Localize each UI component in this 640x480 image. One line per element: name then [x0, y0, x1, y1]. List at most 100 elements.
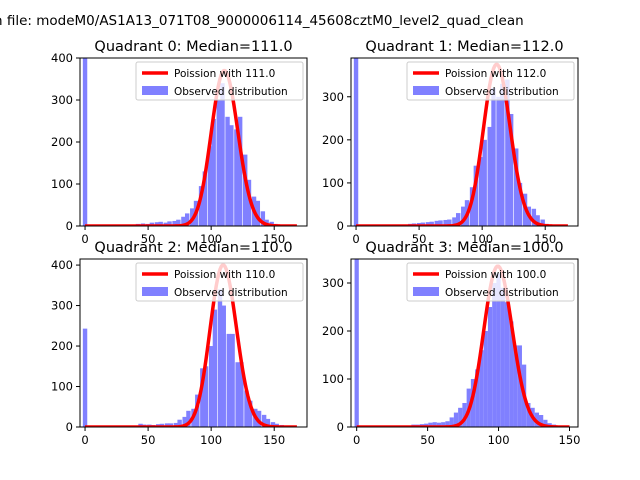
histogram-bar	[483, 331, 488, 427]
histogram-bar	[504, 302, 510, 427]
histogram-bar	[200, 368, 205, 427]
poisson-curve	[356, 264, 570, 427]
histogram-bar	[229, 125, 234, 226]
x-tick-label: 0	[352, 232, 359, 246]
x-tick-label: 150	[263, 232, 285, 246]
axes-frame	[350, 258, 579, 428]
x-tick-label: 50	[141, 433, 156, 447]
histogram-bar	[492, 283, 497, 427]
histogram-bar	[445, 421, 450, 427]
histogram-bar	[452, 217, 457, 226]
histogram-bar	[482, 139, 487, 226]
histogram-bar	[256, 410, 262, 427]
histogram-bar	[173, 422, 179, 427]
histogram-bar	[438, 220, 443, 226]
subplot-quadrant-0: 0 50 100 150 0 100 200 300 400 Quadrant 0: Median…	[51, 39, 308, 246]
legend-box	[135, 61, 304, 101]
histogram-bar	[172, 220, 177, 226]
legend: Poission with 100.0 Observed distribution	[406, 262, 575, 302]
x-tick-label: 50	[141, 232, 156, 246]
subplot-title: Quadrant 2: Median=110.0	[94, 240, 292, 256]
legend-entry-poisson: Poission with 110.0	[174, 269, 275, 281]
figure-suptitle: n file: modeM0/AS1A13_071T08_9000006114_…	[0, 13, 524, 29]
x-tick-label: 100	[200, 232, 222, 246]
x-tick-label: 50	[420, 433, 435, 447]
histogram-bar	[479, 350, 484, 427]
histogram-bar	[212, 309, 218, 427]
histogram-bar	[462, 403, 467, 427]
y-tick-label: 200	[51, 135, 73, 149]
histogram-bar	[230, 333, 235, 427]
poisson-curve	[355, 62, 569, 226]
histogram-bar	[469, 187, 475, 226]
x-tick-label: 150	[534, 232, 556, 246]
histogram-bar	[203, 366, 209, 427]
legend-box	[406, 61, 575, 101]
histogram-bar	[458, 407, 463, 427]
y-tick-label: 100	[322, 176, 344, 190]
subplot-title: Quadrant 0: Median=111.0	[94, 39, 292, 55]
histogram-bar	[508, 114, 514, 226]
x-tick-label: 0	[81, 433, 88, 447]
histogram-bar	[478, 157, 484, 226]
legend-patch-swatch	[142, 287, 168, 296]
histogram-bar	[436, 422, 442, 427]
histogram-bar	[473, 165, 479, 226]
legend-entry-observed: Observed distribution	[174, 287, 288, 299]
histogram-bar	[514, 148, 519, 226]
plot-area	[82, 58, 298, 226]
y-tick-label: 100	[51, 380, 73, 394]
histogram-bar	[184, 213, 190, 226]
legend-patch-swatch	[142, 86, 168, 95]
x-tick-label: 100	[200, 433, 222, 447]
histogram-bar	[243, 154, 248, 226]
histogram-bar	[513, 345, 518, 427]
legend-entry-poisson: Poission with 112.0	[445, 68, 546, 80]
histogram-bar	[517, 182, 523, 226]
histogram-bar	[221, 305, 226, 427]
x-tick-label: 100	[488, 433, 510, 447]
y-tick-label: 200	[322, 133, 344, 147]
histogram-bar	[260, 211, 266, 226]
y-tick-label: 300	[51, 93, 73, 107]
x-tick-label: 150	[559, 433, 581, 447]
histogram-bar	[182, 416, 187, 427]
histogram-bar	[517, 345, 522, 427]
histogram-bar	[244, 390, 249, 427]
histogram-bar	[505, 79, 510, 226]
legend: Poission with 110.0 Observed distribution	[135, 262, 304, 302]
legend: Poission with 111.0 Observed distribution	[135, 61, 304, 101]
plot-area	[353, 58, 569, 226]
subplot-title: Quadrant 3: Median=100.0	[365, 240, 563, 256]
histogram-bar	[186, 410, 191, 427]
histogram-bar	[154, 222, 160, 226]
subplot-quadrant-2: 0 50 100 150 0 100 200 300 400 Quadrant 2: Median…	[51, 240, 308, 447]
histogram-bar	[270, 422, 276, 427]
poisson-curve	[84, 68, 298, 226]
plot-area	[82, 263, 298, 427]
histogram-bar	[239, 362, 244, 427]
histogram-bar	[198, 186, 204, 226]
legend-entry-observed: Observed distribution	[445, 287, 559, 299]
y-tick-label: 300	[322, 90, 344, 104]
subplot-grid: 0 50 100 150 0 100 200 300 400 Quadrant 0: Median…	[51, 39, 580, 447]
histogram-bar	[226, 333, 232, 427]
y-tick-label: 100	[51, 177, 73, 191]
histogram-bar	[234, 129, 239, 226]
x-tick-label: 50	[412, 232, 427, 246]
histogram-bar	[246, 179, 252, 226]
histogram-bar	[217, 289, 223, 427]
histogram-bar	[167, 221, 172, 226]
histogram-bar	[425, 222, 431, 226]
histogram-bar	[208, 346, 214, 427]
histogram-bar	[496, 273, 501, 427]
legend-box	[406, 262, 575, 302]
y-tick-label: 0	[66, 219, 73, 233]
x-tick-label: 0	[81, 232, 88, 246]
histogram-bar	[428, 422, 433, 427]
histogram-bar	[181, 216, 186, 226]
histogram-bar	[447, 219, 452, 226]
histogram-bar	[82, 328, 88, 427]
histogram-bar	[158, 221, 163, 226]
